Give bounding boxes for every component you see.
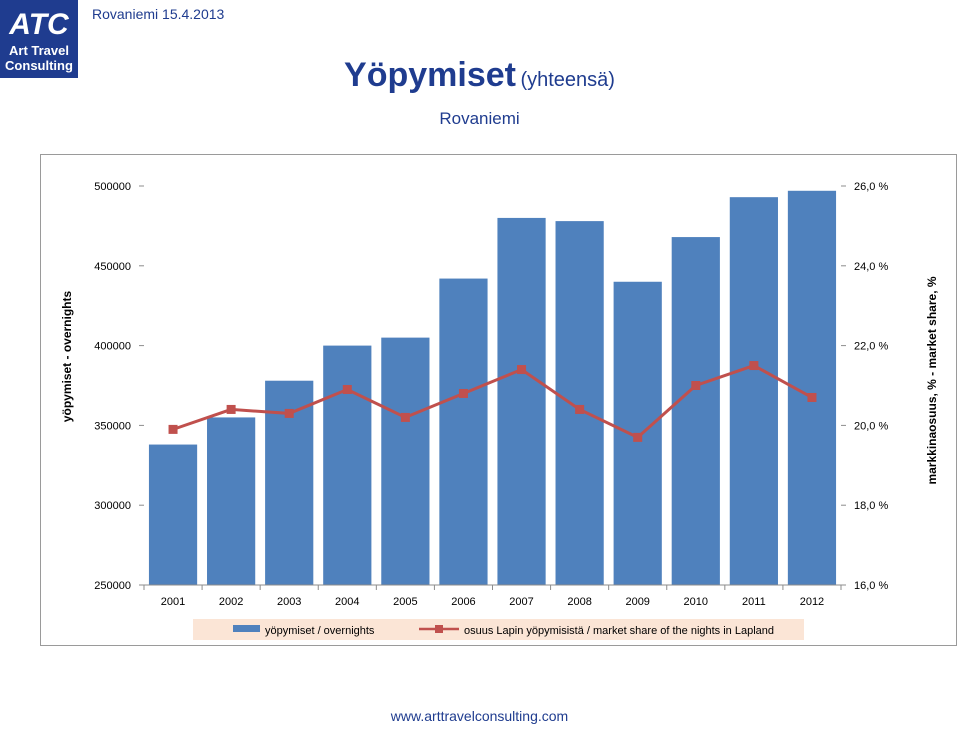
- page-title-main: Yöpymiset: [344, 56, 516, 94]
- y-tick-label: 350000: [94, 420, 131, 432]
- market-share-line: [172, 363, 813, 440]
- y2-tick-label: 26,0 %: [854, 181, 888, 193]
- y-tick-label: 450000: [94, 261, 131, 273]
- page-title: Yöpymiset (yhteensä): [0, 56, 959, 95]
- x-tick-label: 2008: [567, 596, 591, 608]
- y-tick-label: 500000: [94, 181, 131, 193]
- page-title-suffix: (yhteensä): [520, 69, 615, 91]
- bar-2010: [671, 237, 720, 585]
- y-axis-title: yöpymiset - overnights: [60, 291, 74, 423]
- market-share-point-2011: [749, 361, 759, 371]
- x-tick-label: 2011: [742, 596, 766, 608]
- market-share-point-2005: [400, 412, 410, 422]
- y2-tick-label: 24,0 %: [854, 261, 888, 273]
- date-label: Rovaniemi 15.4.2013: [92, 6, 225, 22]
- market-share-point-2009: [633, 432, 643, 442]
- x-tick-label: 2001: [161, 596, 185, 608]
- footer-url[interactable]: www.arttravelconsulting.com: [390, 708, 569, 724]
- market-share-point-2001: [168, 424, 178, 434]
- legend-label-line: osuus Lapin yöpymisistä / market share o…: [464, 625, 774, 637]
- market-share-point-2012: [807, 392, 817, 402]
- x-tick-label: 2009: [625, 596, 649, 608]
- overnights-chart: 250000 300000 350000 400000 450000 500000 16,0…: [60, 181, 939, 640]
- x-tick-label: 2012: [800, 596, 824, 608]
- bar-2008: [555, 221, 604, 585]
- market-share-point-2007: [517, 365, 527, 375]
- y2-tick-label: 20,0 %: [854, 420, 888, 432]
- x-tick-label: 2003: [277, 596, 301, 608]
- bar-2011: [729, 197, 778, 585]
- x-tick-label: 2007: [509, 596, 533, 608]
- legend-swatch-bars: [233, 625, 260, 632]
- x-tick-label: 2010: [684, 596, 708, 608]
- bar-2004: [323, 345, 372, 585]
- bar-2002: [207, 417, 256, 585]
- y2-tick-label: 22,0 %: [854, 341, 888, 353]
- legend-label-bars: yöpymiset / overnights: [265, 625, 375, 637]
- bar-2007: [497, 217, 546, 586]
- market-share-point-2006: [458, 388, 468, 398]
- y-tick-label: 250000: [94, 580, 131, 592]
- svg-text:ATC: ATC: [8, 8, 70, 41]
- x-tick-label: 2004: [335, 596, 359, 608]
- legend-box: [193, 619, 804, 640]
- svg-text:Consulting: Consulting: [5, 58, 73, 73]
- market-share-point-2003: [284, 408, 294, 418]
- y-tick-label: 300000: [94, 500, 131, 512]
- svg-text:Art Travel: Art Travel: [9, 43, 69, 58]
- market-share-point-2010: [691, 381, 701, 390]
- x-tick-label: 2002: [219, 596, 243, 608]
- x-tick-label: 2005: [393, 596, 417, 608]
- market-share-point-2004: [342, 384, 352, 394]
- legend-swatch-marker: [435, 625, 443, 633]
- market-share-point-2008: [575, 404, 585, 414]
- y2-tick-label: 16,0 %: [854, 580, 888, 592]
- page-subtitle: Rovaniemi: [439, 109, 520, 128]
- y2-tick-label: 18,0 %: [854, 500, 888, 512]
- atc-logo: ATC Art Travel Consulting: [0, 0, 78, 78]
- bar-2006: [439, 278, 488, 585]
- chart-frame: 250000 300000 350000 400000 450000 500000 16,0…: [40, 154, 957, 646]
- y-tick-label: 400000: [94, 341, 131, 353]
- bar-2005: [381, 337, 430, 585]
- x-tick-label: 2006: [451, 596, 475, 608]
- market-share-point-2002: [226, 404, 236, 414]
- bar-2001: [148, 444, 198, 585]
- y2-axis-title: markkinaosuus, % - market share, %: [925, 276, 939, 484]
